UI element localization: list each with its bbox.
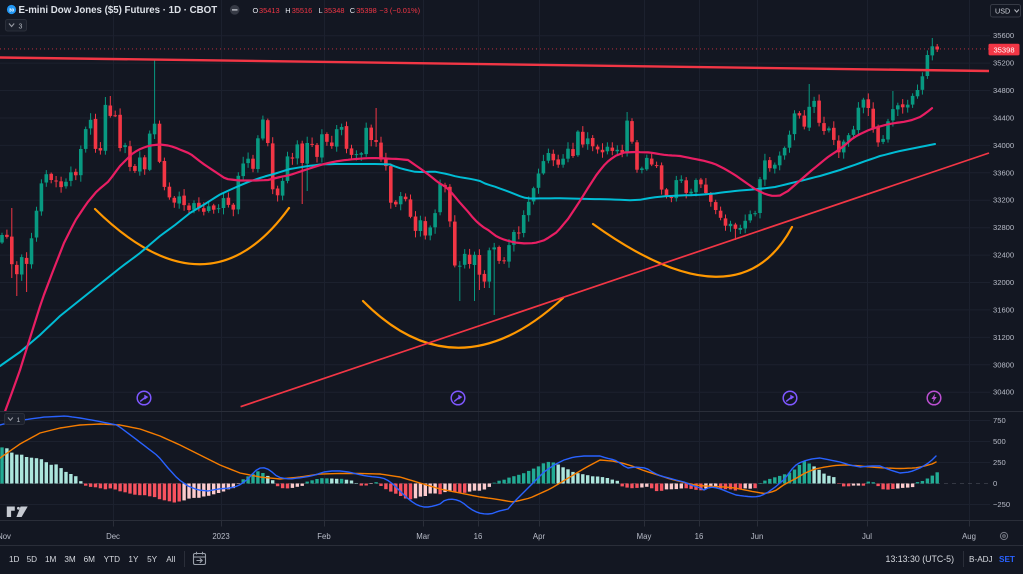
svg-text:34800: 34800 [993, 86, 1014, 95]
svg-text:SET: SET [999, 555, 1015, 564]
svg-text:Aug: Aug [962, 532, 976, 541]
svg-text:Feb: Feb [317, 532, 331, 541]
svg-text:33200: 33200 [993, 196, 1014, 205]
svg-text:33600: 33600 [993, 168, 1014, 177]
svg-text:35200: 35200 [993, 59, 1014, 68]
svg-text:C: C [350, 6, 356, 15]
svg-text:6M: 6M [84, 555, 96, 564]
svg-text:YTD: YTD [104, 555, 120, 564]
svg-text:B-ADJ: B-ADJ [969, 555, 993, 564]
svg-text:16: 16 [474, 532, 483, 541]
svg-text:16: 16 [695, 532, 704, 541]
svg-text:34400: 34400 [993, 114, 1014, 123]
svg-text:3: 3 [19, 24, 23, 31]
svg-text:750: 750 [993, 416, 1006, 425]
svg-text:35600: 35600 [993, 31, 1014, 40]
svg-text:O: O [253, 6, 259, 15]
svg-text:L: L [319, 6, 323, 15]
svg-text:E-mini Dow Jones ($5) Futures: E-mini Dow Jones ($5) Futures · 1D · CBO… [19, 5, 218, 16]
svg-text:Jun: Jun [751, 532, 764, 541]
svg-text:30800: 30800 [993, 360, 1014, 369]
svg-text:−3 (−0.01%): −3 (−0.01%) [379, 6, 420, 15]
svg-text:13:13:30 (UTC-5): 13:13:30 (UTC-5) [886, 554, 955, 564]
svg-text:1D: 1D [9, 555, 20, 564]
svg-text:All: All [166, 555, 175, 564]
svg-text:35516: 35516 [292, 6, 313, 15]
svg-text:250: 250 [993, 458, 1006, 467]
svg-text:30: 30 [9, 7, 15, 13]
svg-text:35398: 35398 [356, 6, 377, 15]
svg-text:3M: 3M [64, 555, 76, 564]
svg-text:32000: 32000 [993, 278, 1014, 287]
svg-text:2023: 2023 [212, 532, 229, 541]
svg-text:5Y: 5Y [147, 555, 158, 564]
svg-text:Dec: Dec [106, 532, 120, 541]
svg-text:0: 0 [993, 479, 997, 488]
svg-text:30400: 30400 [993, 388, 1014, 397]
svg-text:34000: 34000 [993, 141, 1014, 150]
svg-text:31200: 31200 [993, 333, 1014, 342]
svg-text:35348: 35348 [324, 6, 345, 15]
svg-text:5D: 5D [27, 555, 38, 564]
svg-text:32400: 32400 [993, 251, 1014, 260]
svg-text:−250: −250 [993, 500, 1010, 509]
svg-text:35413: 35413 [259, 6, 280, 15]
svg-text:Jul: Jul [862, 532, 872, 541]
svg-text:USD: USD [995, 6, 1010, 15]
svg-text:1Y: 1Y [128, 555, 139, 564]
svg-text:31600: 31600 [993, 305, 1014, 314]
svg-text:May: May [637, 532, 652, 541]
svg-text:35398: 35398 [993, 45, 1014, 54]
svg-text:Mar: Mar [416, 532, 430, 541]
svg-text:1M: 1M [45, 555, 57, 564]
svg-text:1: 1 [17, 417, 21, 424]
svg-text:500: 500 [993, 437, 1006, 446]
svg-text:Apr: Apr [533, 532, 546, 541]
svg-text:H: H [285, 6, 290, 15]
svg-text:Nov: Nov [0, 532, 11, 541]
svg-text:32800: 32800 [993, 223, 1014, 232]
